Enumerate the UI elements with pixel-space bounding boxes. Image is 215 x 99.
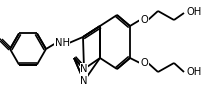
- Text: N: N: [80, 76, 88, 86]
- Text: OH: OH: [186, 67, 202, 77]
- Text: N: N: [80, 64, 88, 74]
- Text: OH: OH: [186, 7, 202, 17]
- Text: O: O: [140, 58, 148, 68]
- Text: NH: NH: [54, 38, 69, 48]
- Text: O: O: [140, 15, 148, 25]
